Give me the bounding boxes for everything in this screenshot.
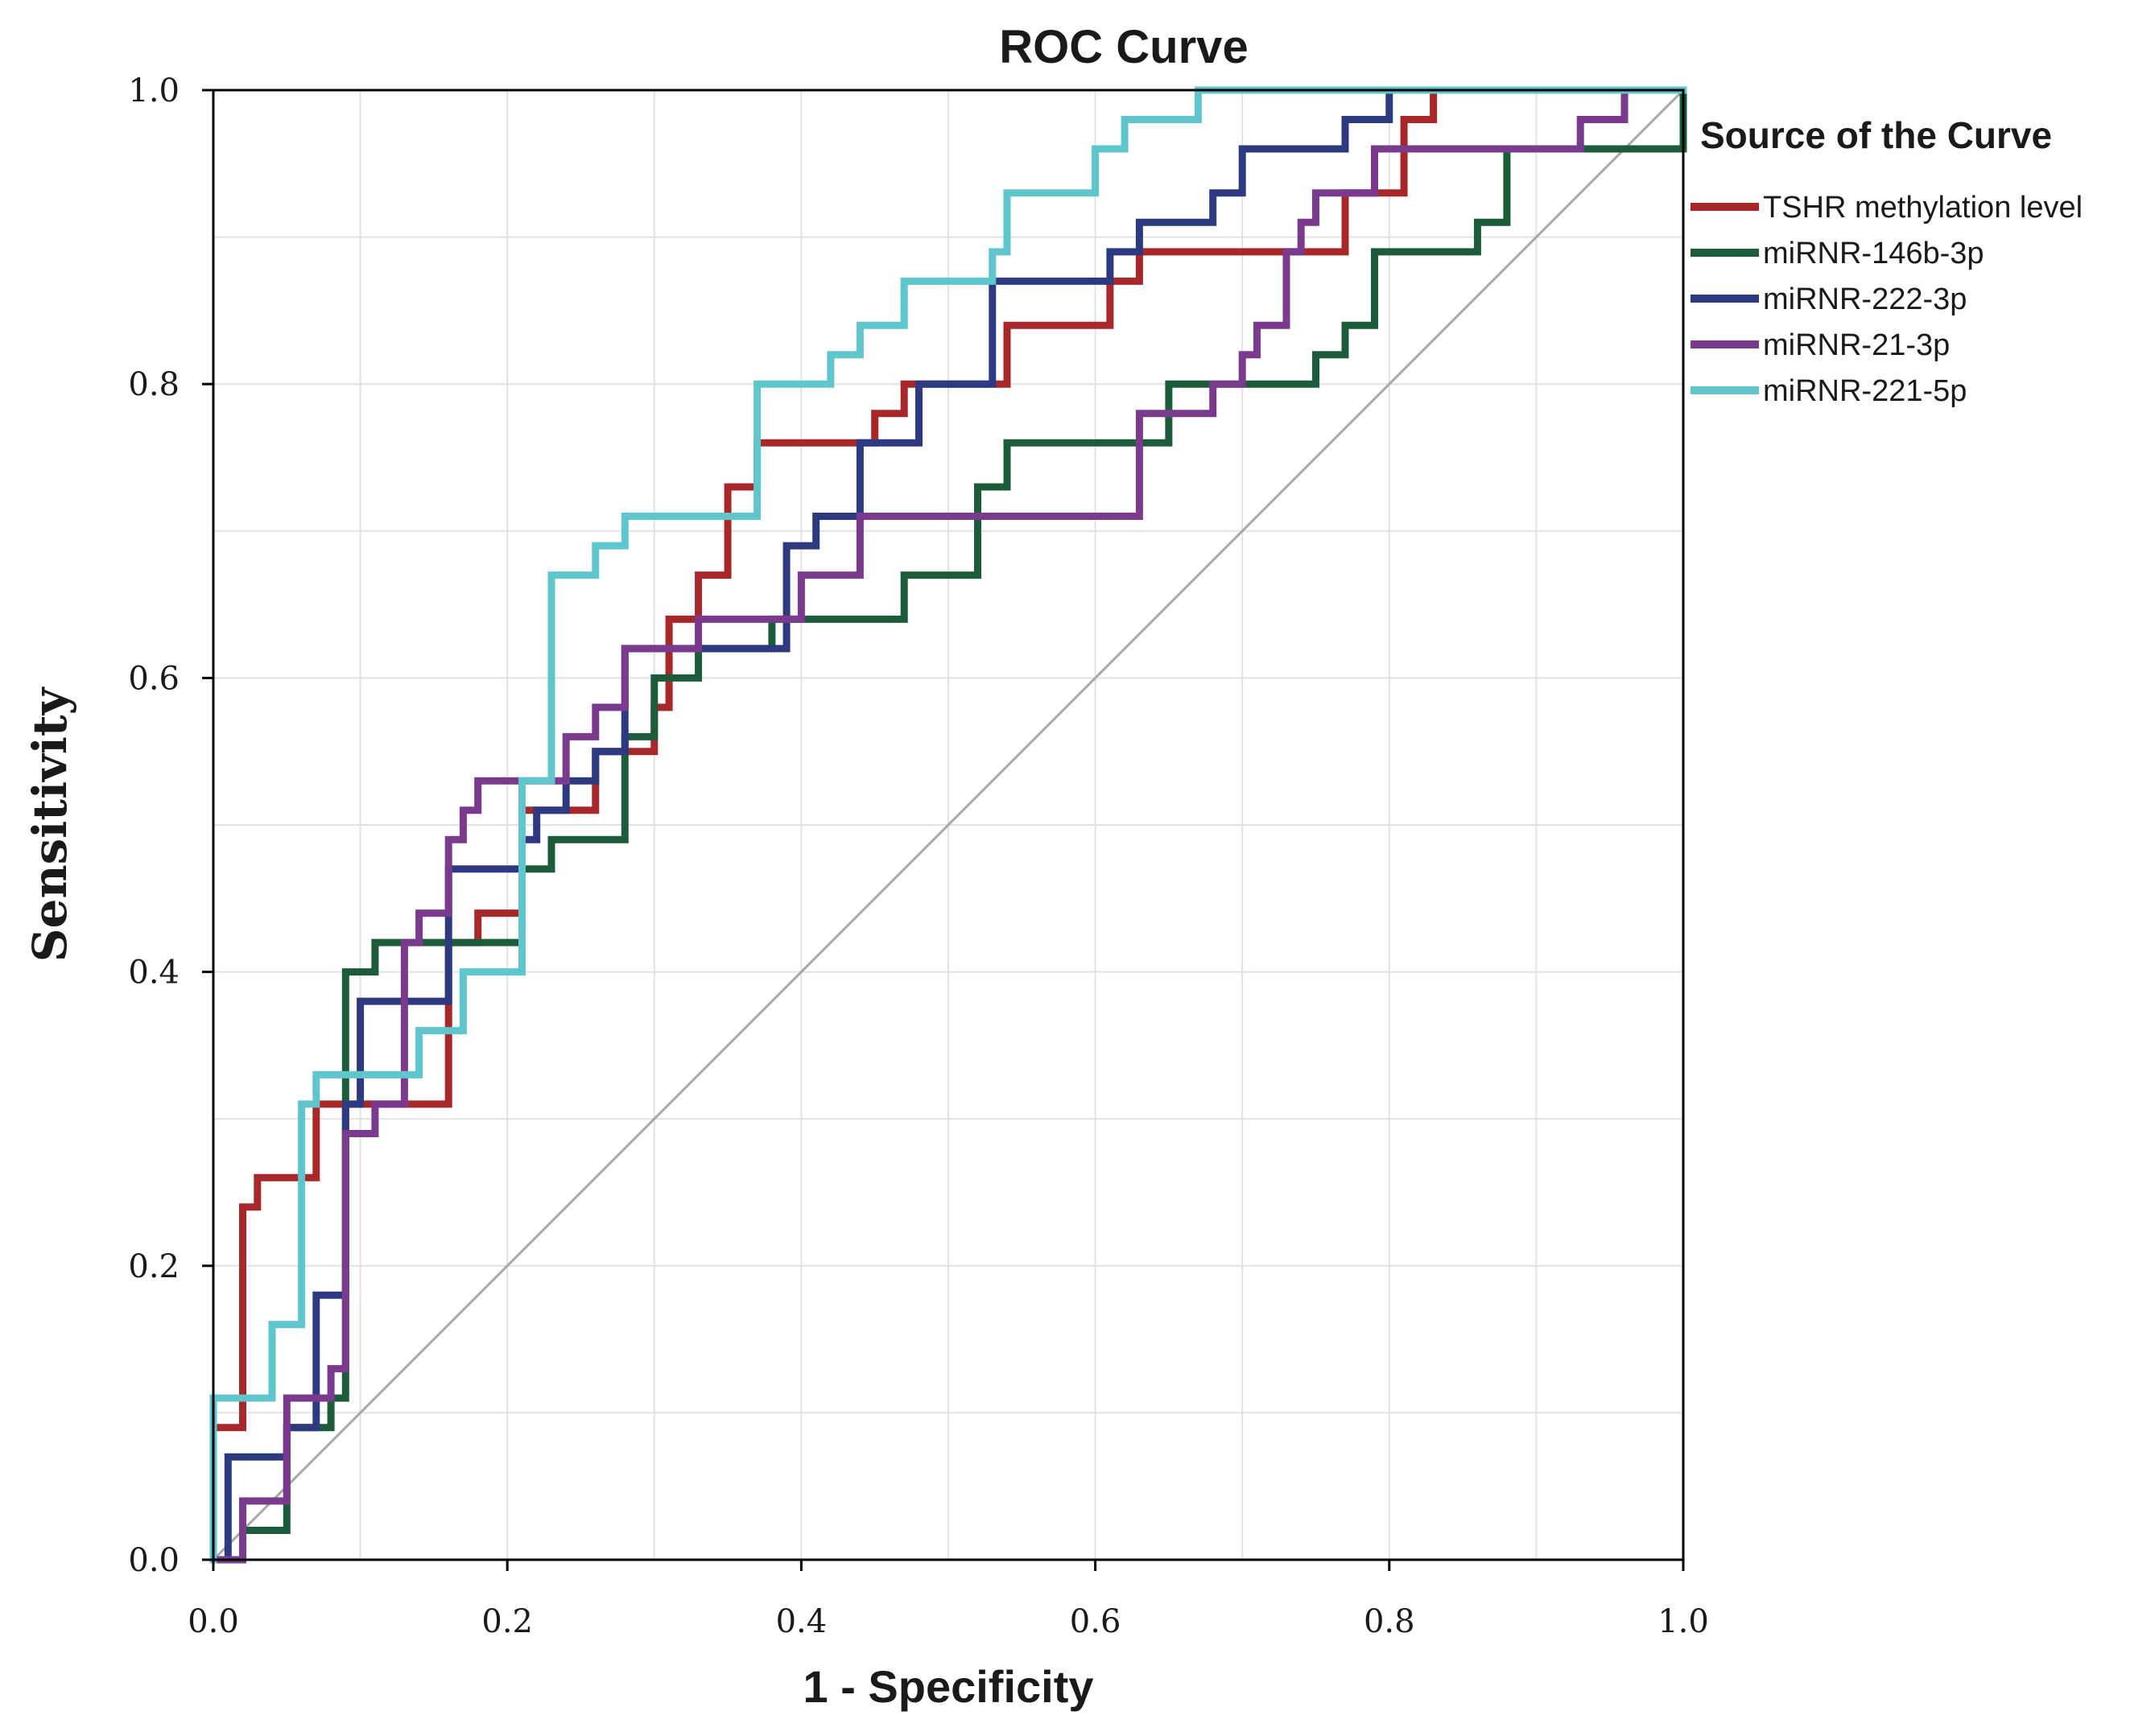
x-axis-ticks: 0.0 0.2 0.4 0.6 0.8 1.0 [188, 1560, 1709, 1640]
y-axis-label: Sensitivity [23, 686, 77, 962]
reference-line [212, 89, 1685, 1561]
legend-label-1: TSHR methylation level [1763, 191, 2083, 225]
chart-title: ROC Curve [999, 21, 1248, 73]
legend-label-3: miRNR-222-3p [1763, 282, 1967, 316]
y-tick-label: 0.4 [128, 955, 180, 992]
x-tick-label: 0.4 [776, 1603, 828, 1640]
series-line-5 [209, 86, 1687, 1564]
reference-line-group [212, 89, 1685, 1561]
y-axis-ticks: 0.0 0.2 0.4 0.6 0.8 1.0 [128, 72, 213, 1579]
x-tick-label: 0.8 [1364, 1603, 1415, 1640]
series-line-4 [209, 86, 1687, 1564]
legend-label-5: miRNR-221-5p [1763, 374, 1967, 408]
legend-title: Source of the Curve [1700, 114, 2052, 156]
x-tick-label: 0.6 [1070, 1603, 1121, 1640]
y-tick-label: 0.6 [128, 660, 180, 697]
legend: TSHR methylation level miRNR-146b-3p miRNR… [1691, 191, 2083, 408]
series-group [209, 86, 1687, 1564]
x-tick-label: 0.0 [188, 1603, 239, 1640]
y-tick-label: 1.0 [128, 72, 180, 109]
y-tick-label: 0.0 [128, 1542, 180, 1579]
legend-label-4: miRNR-21-3p [1763, 328, 1950, 362]
y-tick-label: 0.8 [128, 366, 180, 403]
x-axis-label: 1 - Specificity [803, 1661, 1093, 1712]
y-tick-label: 0.2 [128, 1248, 180, 1285]
x-tick-label: 0.2 [481, 1603, 533, 1640]
x-tick-label: 1.0 [1658, 1603, 1709, 1640]
plot-frame [212, 89, 1685, 1561]
legend-label-2: miRNR-146b-3p [1763, 237, 1984, 270]
